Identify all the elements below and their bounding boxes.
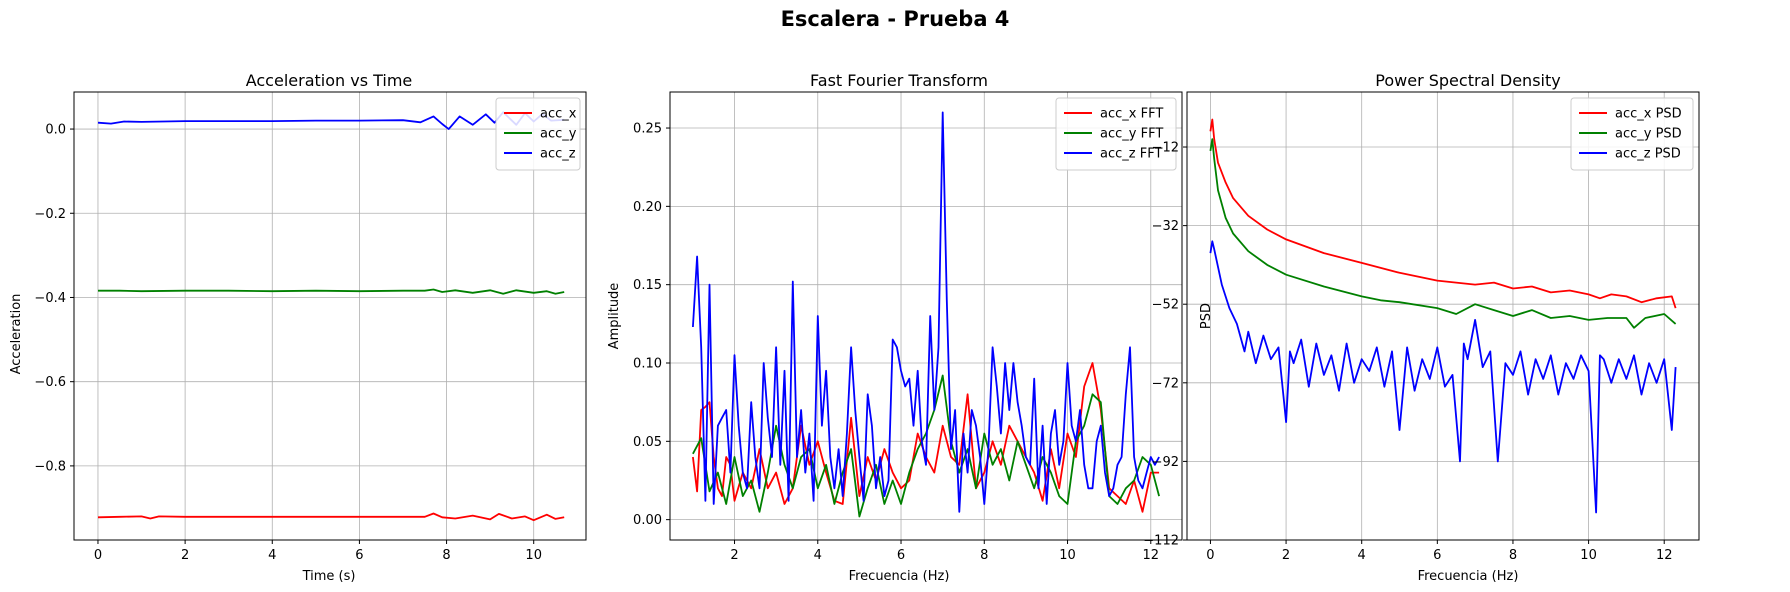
x-tick-label: 8 (1509, 548, 1517, 563)
y-tick-label: −0.6 (34, 375, 66, 390)
legend-label: acc_x PSD (1615, 107, 1682, 122)
y-axis-label-psd: PSD (1199, 303, 1214, 329)
legend-label: acc_z PSD (1615, 147, 1681, 162)
x-tick-label: 4 (268, 548, 276, 563)
y-axis-label-fft: Amplitude (607, 283, 622, 350)
y-tick-label: 0.00 (633, 513, 662, 528)
y-tick-label: −0.8 (34, 459, 66, 474)
x-tick-label: 6 (1433, 548, 1441, 563)
y-tick-label: −72 (1152, 376, 1179, 391)
x-tick-label: 2 (1282, 548, 1290, 563)
x-tick-label: 6 (355, 548, 363, 563)
panel-fft: 2 4 6 8 10 12 0.00 0.05 0.10 0.15 0.20 0.25 acc_x FF… (607, 71, 1183, 584)
y-tick-label: −52 (1152, 298, 1179, 313)
y-tick-label: 0.25 (633, 122, 662, 137)
x-tick-label: 2 (181, 548, 189, 563)
x-tick-label: 10 (1580, 548, 1597, 563)
legend-label: acc_z FFT (1100, 147, 1162, 162)
panel-title-fft: Fast Fourier Transform (810, 71, 988, 90)
legend-label: acc_y FFT (1100, 127, 1163, 142)
series-line-acc_z (97, 111, 565, 131)
panel-title-acceleration: Acceleration vs Time (246, 71, 413, 90)
axes-frame (1186, 91, 1700, 541)
y-tick-label: −92 (1152, 455, 1179, 470)
legend-label: acc_z (540, 147, 576, 162)
x-axis-label-psd: Frecuencia (Hz) (1418, 569, 1519, 584)
x-axis-label-acceleration: Time (s) (302, 569, 356, 584)
series-line-acc_z-fft (692, 111, 1160, 513)
y-tick-label: 0.20 (633, 200, 662, 215)
x-tick-label: 4 (814, 548, 822, 563)
y-tick-label: 0.0 (45, 123, 66, 138)
plot-area-fft: 2 4 6 8 10 12 0.00 0.05 0.10 0.15 0.20 0.25 acc_x FF… (633, 91, 1183, 563)
legend: acc_x PSD acc_y PSD acc_z PSD (1570, 97, 1694, 171)
x-tick-label: 12 (1656, 548, 1673, 563)
x-tick-label: 8 (442, 548, 450, 563)
x-axis-label-fft: Frecuencia (Hz) (849, 569, 950, 584)
legend-label: acc_y PSD (1615, 127, 1682, 142)
y-tick-label: −0.2 (34, 207, 66, 222)
y-tick-label: 0.15 (633, 278, 662, 293)
x-tick-label: 10 (1059, 548, 1076, 563)
panel-title-psd: Power Spectral Density (1375, 71, 1560, 90)
plot-area-acceleration: 0 2 4 6 8 100.0−0.2−0.4−0.6−0.8acc_xacc_yacc_… (34, 91, 587, 563)
series-line-acc_z-psd (1209, 240, 1677, 514)
x-tick-label: 2 (730, 548, 738, 563)
x-tick-label: 6 (897, 548, 905, 563)
x-tick-label: 12 (1143, 548, 1160, 563)
y-tick-label: 0.05 (633, 435, 662, 450)
y-tick-label: −112 (1143, 534, 1179, 549)
y-tick-label: −12 (1152, 141, 1179, 156)
legend: acc_x FFT acc_y FFT acc_z FFT (1055, 97, 1177, 171)
x-tick-label: 4 (1358, 548, 1366, 563)
legend-label: acc_x FFT (1100, 107, 1163, 122)
x-tick-label: 10 (525, 548, 542, 563)
legend: acc_x acc_y acc_z (495, 97, 581, 171)
axes-frame (669, 91, 1183, 541)
y-tick-label: 0.10 (633, 356, 662, 371)
x-tick-label: 8 (980, 548, 988, 563)
y-tick-label: −32 (1152, 219, 1179, 234)
x-tick-label: 0 (94, 548, 102, 563)
y-axis-label-acceleration: Acceleration (9, 294, 24, 375)
series-line-acc_y (98, 288, 565, 295)
panel-acceleration: 0 2 4 6 8 100.0−0.2−0.4−0.6−0.8acc_xacc_yacc_… (9, 71, 587, 584)
series-line-acc_y-psd (1209, 138, 1677, 329)
x-tick-label: 0 (1206, 548, 1214, 563)
series-line-acc_x-psd (1209, 118, 1677, 309)
y-tick-label: −0.4 (34, 291, 66, 306)
figure-title: Escalera - Prueba 4 (781, 7, 1010, 31)
legend-label: acc_y (540, 127, 577, 142)
legend-label: acc_x (540, 107, 577, 122)
axes-frame (73, 91, 587, 541)
series-line-acc_x (97, 512, 565, 522)
